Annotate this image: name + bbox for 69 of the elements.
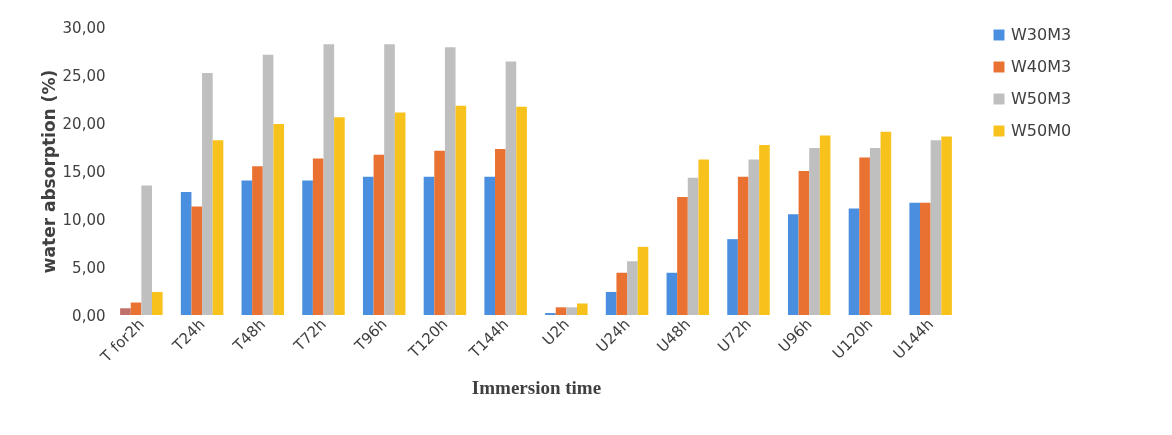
bar — [130, 302, 142, 315]
bar — [737, 176, 749, 315]
bar — [334, 117, 345, 315]
bar — [362, 176, 374, 315]
bar — [909, 202, 921, 315]
bar — [666, 272, 678, 315]
bar — [677, 196, 688, 315]
bar — [394, 112, 406, 315]
bar — [576, 303, 588, 315]
bar — [423, 176, 435, 315]
bar — [605, 291, 617, 315]
y-tick-label: 0,00 — [72, 306, 106, 325]
bar — [312, 158, 324, 315]
bar — [202, 73, 213, 315]
legend-label: W40M3 — [1011, 57, 1072, 76]
bar — [384, 44, 395, 315]
bar — [302, 180, 313, 315]
x-axis-title: Immersion time — [471, 377, 602, 399]
bar — [880, 131, 892, 315]
legend-label: W50M3 — [1011, 89, 1072, 108]
x-tick-label: U2h — [538, 315, 573, 350]
bar — [941, 136, 952, 315]
legend-label: W30M3 — [1011, 25, 1072, 44]
y-tick-label: 15,00 — [62, 162, 106, 181]
bar — [484, 176, 496, 315]
legend-label: W50M0 — [1011, 121, 1072, 140]
bar — [727, 239, 738, 315]
bar — [516, 106, 527, 315]
bar — [273, 123, 285, 315]
bar — [809, 147, 820, 315]
y-tick-label: 25,00 — [62, 66, 106, 85]
bar — [627, 261, 638, 315]
bar — [687, 177, 699, 315]
bar — [920, 202, 931, 315]
y-tick-label: 30,00 — [62, 18, 106, 37]
bar — [434, 150, 445, 315]
y-axis-title: water absorption (%) — [38, 69, 59, 274]
bar — [637, 246, 649, 315]
y-tick-label: 20,00 — [62, 114, 106, 133]
y-tick-label: 10,00 — [62, 210, 106, 229]
bar — [373, 154, 385, 315]
bar — [505, 61, 517, 315]
bar — [252, 166, 263, 315]
y-tick-label: 5,00 — [72, 258, 106, 277]
bar — [859, 157, 870, 315]
bar — [455, 105, 467, 315]
bar — [151, 291, 163, 315]
bar — [191, 206, 203, 315]
bar — [869, 147, 881, 315]
bar — [787, 214, 799, 315]
bar — [798, 171, 810, 315]
bar — [444, 47, 456, 315]
bar — [120, 308, 131, 315]
bar — [555, 307, 567, 315]
bar — [323, 44, 335, 315]
bar — [141, 185, 152, 315]
bar — [180, 192, 192, 315]
bar — [748, 159, 760, 315]
bar — [698, 159, 710, 315]
bar — [848, 208, 860, 315]
bar — [495, 148, 506, 315]
bar — [759, 145, 770, 315]
bar — [241, 180, 253, 315]
bar — [819, 135, 831, 315]
bar — [616, 272, 628, 315]
bar — [566, 307, 577, 315]
bar — [212, 140, 224, 315]
bar — [262, 54, 274, 315]
bar — [930, 140, 942, 315]
